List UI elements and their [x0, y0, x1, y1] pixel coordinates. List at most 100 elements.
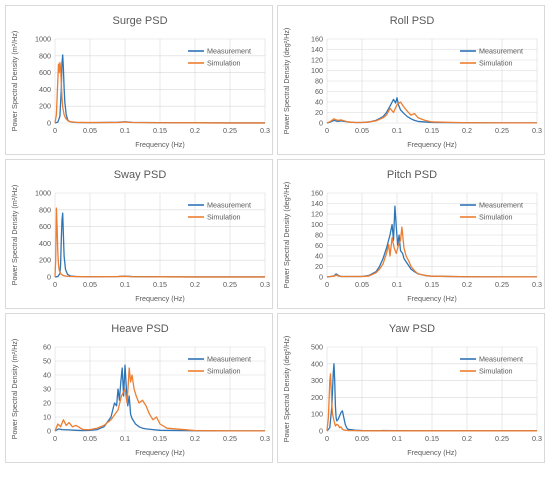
legend-label-simulation: Simulation — [207, 213, 241, 222]
y-tick-label: 20 — [315, 108, 323, 117]
y-tick-label: 160 — [311, 189, 323, 198]
y-tick-label: 200 — [39, 256, 51, 265]
chart-title: Roll PSD — [390, 15, 435, 27]
x-tick-label: 0.05 — [355, 434, 369, 443]
x-tick-label: 0 — [325, 126, 329, 135]
y-tick-label: 800 — [39, 205, 51, 214]
y-tick-label: 600 — [39, 68, 51, 77]
chart-svg: Yaw PSD 0 100 200 300 400 500 0 0.05 0.1 0.15 0.2 0.… — [282, 323, 542, 457]
y-tick-label: 600 — [39, 222, 51, 231]
y-tick-label: 200 — [311, 393, 323, 402]
legend-label-measurement: Measurement — [479, 47, 523, 56]
legend-label-simulation: Simulation — [479, 213, 513, 222]
x-tick-label: 0.15 — [153, 280, 167, 289]
y-tick-label: 60 — [43, 343, 51, 352]
x-tick-label: 0.1 — [120, 434, 130, 443]
legend-label-measurement: Measurement — [207, 47, 251, 56]
y-axis-label: Power Spectral Density (m²/Hz) — [10, 339, 19, 440]
x-tick-label: 0.3 — [532, 434, 542, 443]
y-tick-label: 120 — [311, 210, 323, 219]
x-tick-label: 0.05 — [355, 280, 369, 289]
y-tick-label: 500 — [311, 343, 323, 352]
y-tick-label: 1000 — [35, 35, 51, 44]
x-tick-label: 0.3 — [260, 434, 270, 443]
chart-title: Heave PSD — [111, 323, 169, 335]
y-tick-label: 0 — [47, 273, 51, 282]
y-tick-label: 200 — [39, 102, 51, 111]
series-line-simulation — [54, 207, 265, 278]
x-axis-label: Frequency (Hz) — [407, 294, 457, 303]
y-tick-label: 30 — [43, 385, 51, 394]
chart-panel-1: Roll PSD 0 20 40 60 80 100 120 140 160 0 0.05 0.1 0.1… — [277, 5, 545, 155]
series-line-simulation — [326, 226, 538, 278]
y-tick-label: 160 — [311, 35, 323, 44]
y-tick-label: 80 — [315, 231, 323, 240]
y-tick-label: 400 — [39, 239, 51, 248]
y-tick-label: 40 — [43, 371, 51, 380]
x-axis-label: Frequency (Hz) — [135, 140, 185, 149]
y-tick-label: 100 — [311, 66, 323, 75]
x-tick-label: 0.1 — [120, 280, 130, 289]
x-axis-label: Frequency (Hz) — [135, 448, 185, 457]
y-tick-label: 0 — [319, 119, 323, 128]
x-tick-label: 0.2 — [190, 434, 200, 443]
x-tick-label: 0.3 — [260, 126, 270, 135]
x-tick-label: 0.1 — [392, 126, 402, 135]
y-tick-label: 80 — [315, 77, 323, 86]
x-tick-label: 0.25 — [495, 434, 509, 443]
legend-label-measurement: Measurement — [207, 201, 251, 210]
x-tick-label: 0.15 — [153, 126, 167, 135]
x-axis-label: Frequency (Hz) — [135, 294, 185, 303]
chart-title: Yaw PSD — [389, 323, 435, 335]
x-tick-label: 0.15 — [153, 434, 167, 443]
y-tick-label: 1000 — [35, 189, 51, 198]
y-tick-label: 50 — [43, 357, 51, 366]
x-tick-label: 0.3 — [532, 280, 542, 289]
x-tick-label: 0.3 — [532, 126, 542, 135]
y-tick-label: 140 — [311, 199, 323, 208]
x-tick-label: 0.1 — [120, 126, 130, 135]
chart-svg: Sway PSD 0 200 400 600 800 1000 0 0.05 0.1 0.15 0.2… — [10, 169, 270, 303]
x-tick-label: 0 — [53, 280, 57, 289]
legend-label-simulation: Simulation — [207, 59, 241, 68]
y-tick-label: 400 — [39, 85, 51, 94]
y-tick-label: 300 — [311, 376, 323, 385]
x-tick-label: 0.15 — [425, 434, 439, 443]
x-tick-label: 0.1 — [392, 434, 402, 443]
chart-panel-0: Surge PSD 0 200 400 600 800 1000 0 0.05 0.1 0.15 0.… — [5, 5, 273, 155]
legend-label-simulation: Simulation — [479, 59, 513, 68]
chart-panel-5: Yaw PSD 0 100 200 300 400 500 0 0.05 0.1 0.15 0.2 0.… — [277, 313, 545, 463]
series-line-measurement — [54, 364, 265, 432]
y-tick-label: 120 — [311, 56, 323, 65]
x-tick-label: 0.1 — [392, 280, 402, 289]
y-tick-label: 20 — [43, 399, 51, 408]
x-axis-label: Frequency (Hz) — [407, 140, 457, 149]
y-tick-label: 400 — [311, 359, 323, 368]
y-tick-label: 40 — [315, 98, 323, 107]
y-tick-label: 140 — [311, 45, 323, 54]
chart-panel-2: Sway PSD 0 200 400 600 800 1000 0 0.05 0.1 0.15 0.2… — [5, 159, 273, 309]
x-tick-label: 0 — [53, 434, 57, 443]
x-tick-label: 0.25 — [495, 126, 509, 135]
chart-panel-3: Pitch PSD 0 20 40 60 80 100 120 140 160 0 0.05 0.1 0.… — [277, 159, 545, 309]
y-tick-label: 10 — [43, 413, 51, 422]
x-tick-label: 0.3 — [260, 280, 270, 289]
x-tick-label: 0.15 — [425, 280, 439, 289]
y-tick-label: 800 — [39, 51, 51, 60]
legend-label-measurement: Measurement — [207, 355, 251, 364]
x-tick-label: 0.2 — [462, 126, 472, 135]
y-axis-label: Power Spectral Density (m²/Hz) — [10, 31, 19, 132]
x-tick-label: 0.25 — [223, 126, 237, 135]
x-tick-label: 0.25 — [223, 434, 237, 443]
y-tick-label: 100 — [311, 410, 323, 419]
y-tick-label: 40 — [315, 252, 323, 261]
y-tick-label: 60 — [315, 87, 323, 96]
chart-title: Sway PSD — [114, 169, 167, 181]
series-line-simulation — [54, 367, 265, 432]
legend-label-measurement: Measurement — [479, 355, 523, 364]
y-tick-label: 0 — [319, 273, 323, 282]
series-line-simulation — [326, 101, 538, 124]
x-tick-label: 0.2 — [462, 280, 472, 289]
